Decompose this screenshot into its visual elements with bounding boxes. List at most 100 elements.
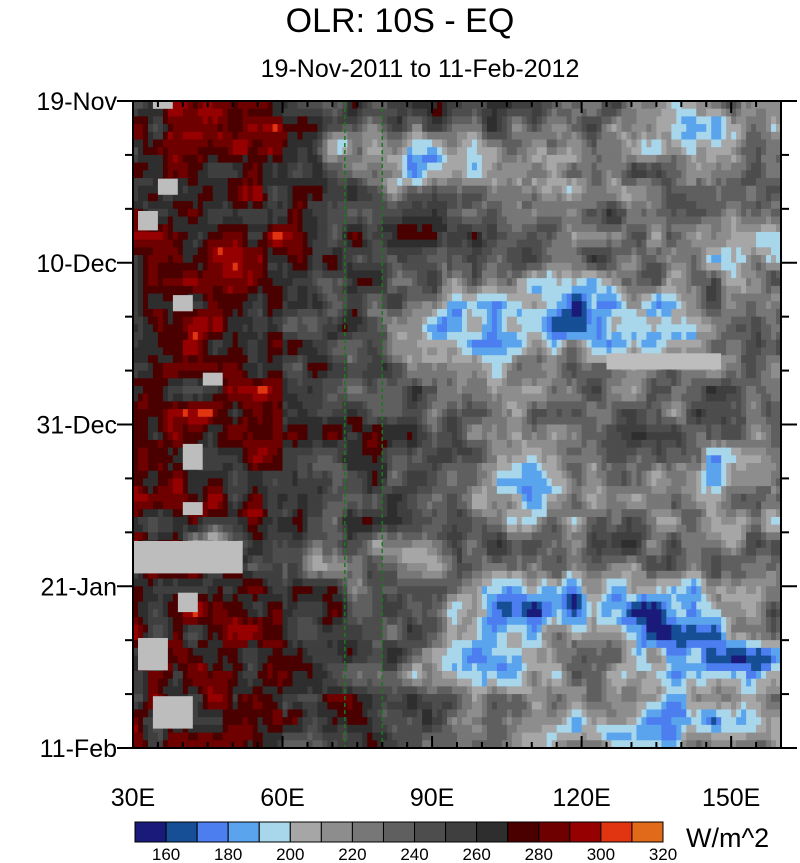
field-cell xyxy=(676,378,682,387)
field-cell xyxy=(721,201,727,210)
field-cell xyxy=(442,108,448,117)
field-cell xyxy=(641,193,648,202)
field-cell xyxy=(272,355,279,364)
field-cell xyxy=(526,332,533,341)
field-cell xyxy=(377,154,383,164)
field-cell xyxy=(581,324,588,333)
field-cell xyxy=(556,139,563,148)
field-cell xyxy=(262,147,269,156)
field-cell xyxy=(192,332,199,341)
field-cell xyxy=(586,185,593,195)
field-cell xyxy=(222,362,229,372)
field-cell xyxy=(531,147,538,156)
field-cell xyxy=(387,139,393,148)
field-cell xyxy=(297,339,304,349)
field-cell xyxy=(666,247,672,256)
field-cell xyxy=(466,308,473,318)
field-cell xyxy=(616,293,623,302)
field-cell xyxy=(766,185,772,195)
field-cell xyxy=(412,324,418,333)
field-cell xyxy=(277,231,284,241)
field-cell xyxy=(541,324,548,333)
field-cell xyxy=(287,231,294,241)
field-cell xyxy=(736,301,742,310)
field-cell xyxy=(442,247,448,256)
field-cell xyxy=(506,355,513,364)
field-cell xyxy=(447,332,453,341)
field-cell xyxy=(372,370,378,379)
field-cell xyxy=(466,216,473,225)
field-cell xyxy=(157,285,164,295)
field-cell xyxy=(167,224,174,233)
field-cell xyxy=(197,178,204,187)
field-cell xyxy=(142,185,149,195)
field-cell xyxy=(317,285,324,295)
field-cell xyxy=(357,247,363,256)
field-cell xyxy=(252,193,259,202)
field-cell xyxy=(746,185,752,195)
field-cell xyxy=(347,216,353,225)
field-cell xyxy=(432,231,438,241)
field-cell xyxy=(496,216,503,225)
field-cell xyxy=(746,116,752,125)
field-cell xyxy=(481,285,488,295)
field-cell xyxy=(771,116,777,125)
field-cell xyxy=(476,131,483,141)
field-cell xyxy=(182,216,189,225)
field-cell xyxy=(222,170,229,179)
field-cell xyxy=(317,385,324,395)
field-cell xyxy=(402,239,408,248)
field-cell xyxy=(312,147,319,156)
field-cell xyxy=(656,262,662,272)
field-cell xyxy=(427,208,433,218)
field-cell xyxy=(212,154,219,164)
field-cell xyxy=(776,162,781,171)
field-cell xyxy=(322,339,328,349)
field-cell xyxy=(656,332,662,341)
field-cell xyxy=(636,285,643,295)
field-cell xyxy=(237,270,244,279)
field-cell xyxy=(726,170,732,179)
field-cell xyxy=(511,316,518,325)
field-cell xyxy=(461,270,468,279)
field-cell xyxy=(232,301,239,310)
field-cell xyxy=(417,247,423,256)
field-cell xyxy=(432,178,438,187)
field-cell xyxy=(736,385,742,395)
field-cell xyxy=(352,393,358,402)
field-cell xyxy=(556,178,563,187)
field-cell xyxy=(442,231,448,241)
field-cell xyxy=(681,270,687,279)
field-cell xyxy=(531,278,538,287)
field-cell xyxy=(626,339,633,349)
field-cell xyxy=(576,231,583,241)
field-cell xyxy=(457,170,463,179)
field-cell xyxy=(337,347,343,356)
field-cell xyxy=(232,178,239,187)
field-cell xyxy=(481,255,488,264)
field-cell xyxy=(486,285,493,295)
field-cell xyxy=(237,162,244,171)
field-cell xyxy=(471,193,478,202)
field-cell xyxy=(277,324,284,333)
field-cell xyxy=(611,154,618,164)
field-cell xyxy=(432,278,438,287)
field-cell xyxy=(432,324,438,333)
field-cell xyxy=(611,308,618,318)
field-cell xyxy=(691,301,697,310)
field-cell xyxy=(661,332,667,341)
field-cell xyxy=(691,108,697,117)
field-cell xyxy=(561,339,568,349)
field-cell xyxy=(382,355,388,364)
field-cell xyxy=(437,216,443,225)
field-cell xyxy=(397,332,403,341)
field-cell xyxy=(402,124,408,133)
field-cell xyxy=(457,262,463,272)
field-cell xyxy=(262,270,269,279)
field-cell xyxy=(526,339,533,349)
field-cell xyxy=(516,370,523,379)
field-cell xyxy=(596,347,603,356)
field-cell xyxy=(526,162,533,171)
field-cell xyxy=(701,178,707,187)
field-cell xyxy=(576,154,583,164)
